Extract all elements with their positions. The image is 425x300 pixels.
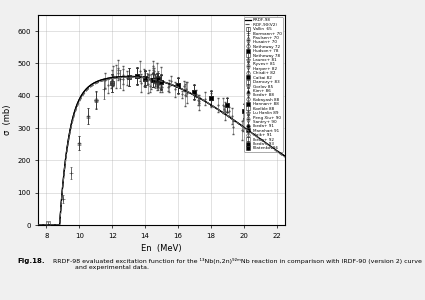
IRDF-90(V2) bbox=[130, 75, 135, 79]
RRDF-98 bbox=[61, 176, 66, 180]
Y-axis label: σ  (mb): σ (mb) bbox=[3, 105, 11, 135]
IRDF-90(V2) bbox=[282, 155, 287, 159]
Line: RRDF-98: RRDF-98 bbox=[38, 76, 285, 225]
RRDF-98 bbox=[136, 75, 141, 79]
RRDF-98 bbox=[205, 101, 210, 105]
Text: RRDF-98 evaluated excitation function for the ¹³Nb(n,2n)⁹²ᵐNb reaction in compar: RRDF-98 evaluated excitation function fo… bbox=[49, 258, 422, 270]
IRDF-90(V2) bbox=[36, 223, 41, 227]
RRDF-98 bbox=[232, 119, 238, 123]
RRDF-98 bbox=[144, 76, 150, 80]
IRDF-90(V2) bbox=[144, 76, 150, 80]
RRDF-98 bbox=[36, 223, 41, 227]
Line: IRDF-90(V2): IRDF-90(V2) bbox=[38, 77, 285, 225]
IRDF-90(V2) bbox=[228, 116, 233, 120]
Legend: RRDF-98, IRDF-90(V2), Vallin  65, Bormann+ 70, Paulsen+ 70, Husain+ 70, Netheway: RRDF-98, IRDF-90(V2), Vallin 65, Bormann… bbox=[244, 17, 283, 152]
IRDF-90(V2) bbox=[136, 75, 141, 79]
Text: Fig.18.: Fig.18. bbox=[17, 258, 45, 264]
X-axis label: En  (MeV): En (MeV) bbox=[141, 244, 182, 253]
IRDF-90(V2) bbox=[205, 101, 210, 105]
IRDF-90(V2) bbox=[232, 119, 238, 123]
RRDF-98 bbox=[126, 75, 131, 78]
IRDF-90(V2) bbox=[61, 178, 66, 181]
RRDF-98 bbox=[282, 154, 287, 158]
RRDF-98 bbox=[228, 116, 233, 120]
